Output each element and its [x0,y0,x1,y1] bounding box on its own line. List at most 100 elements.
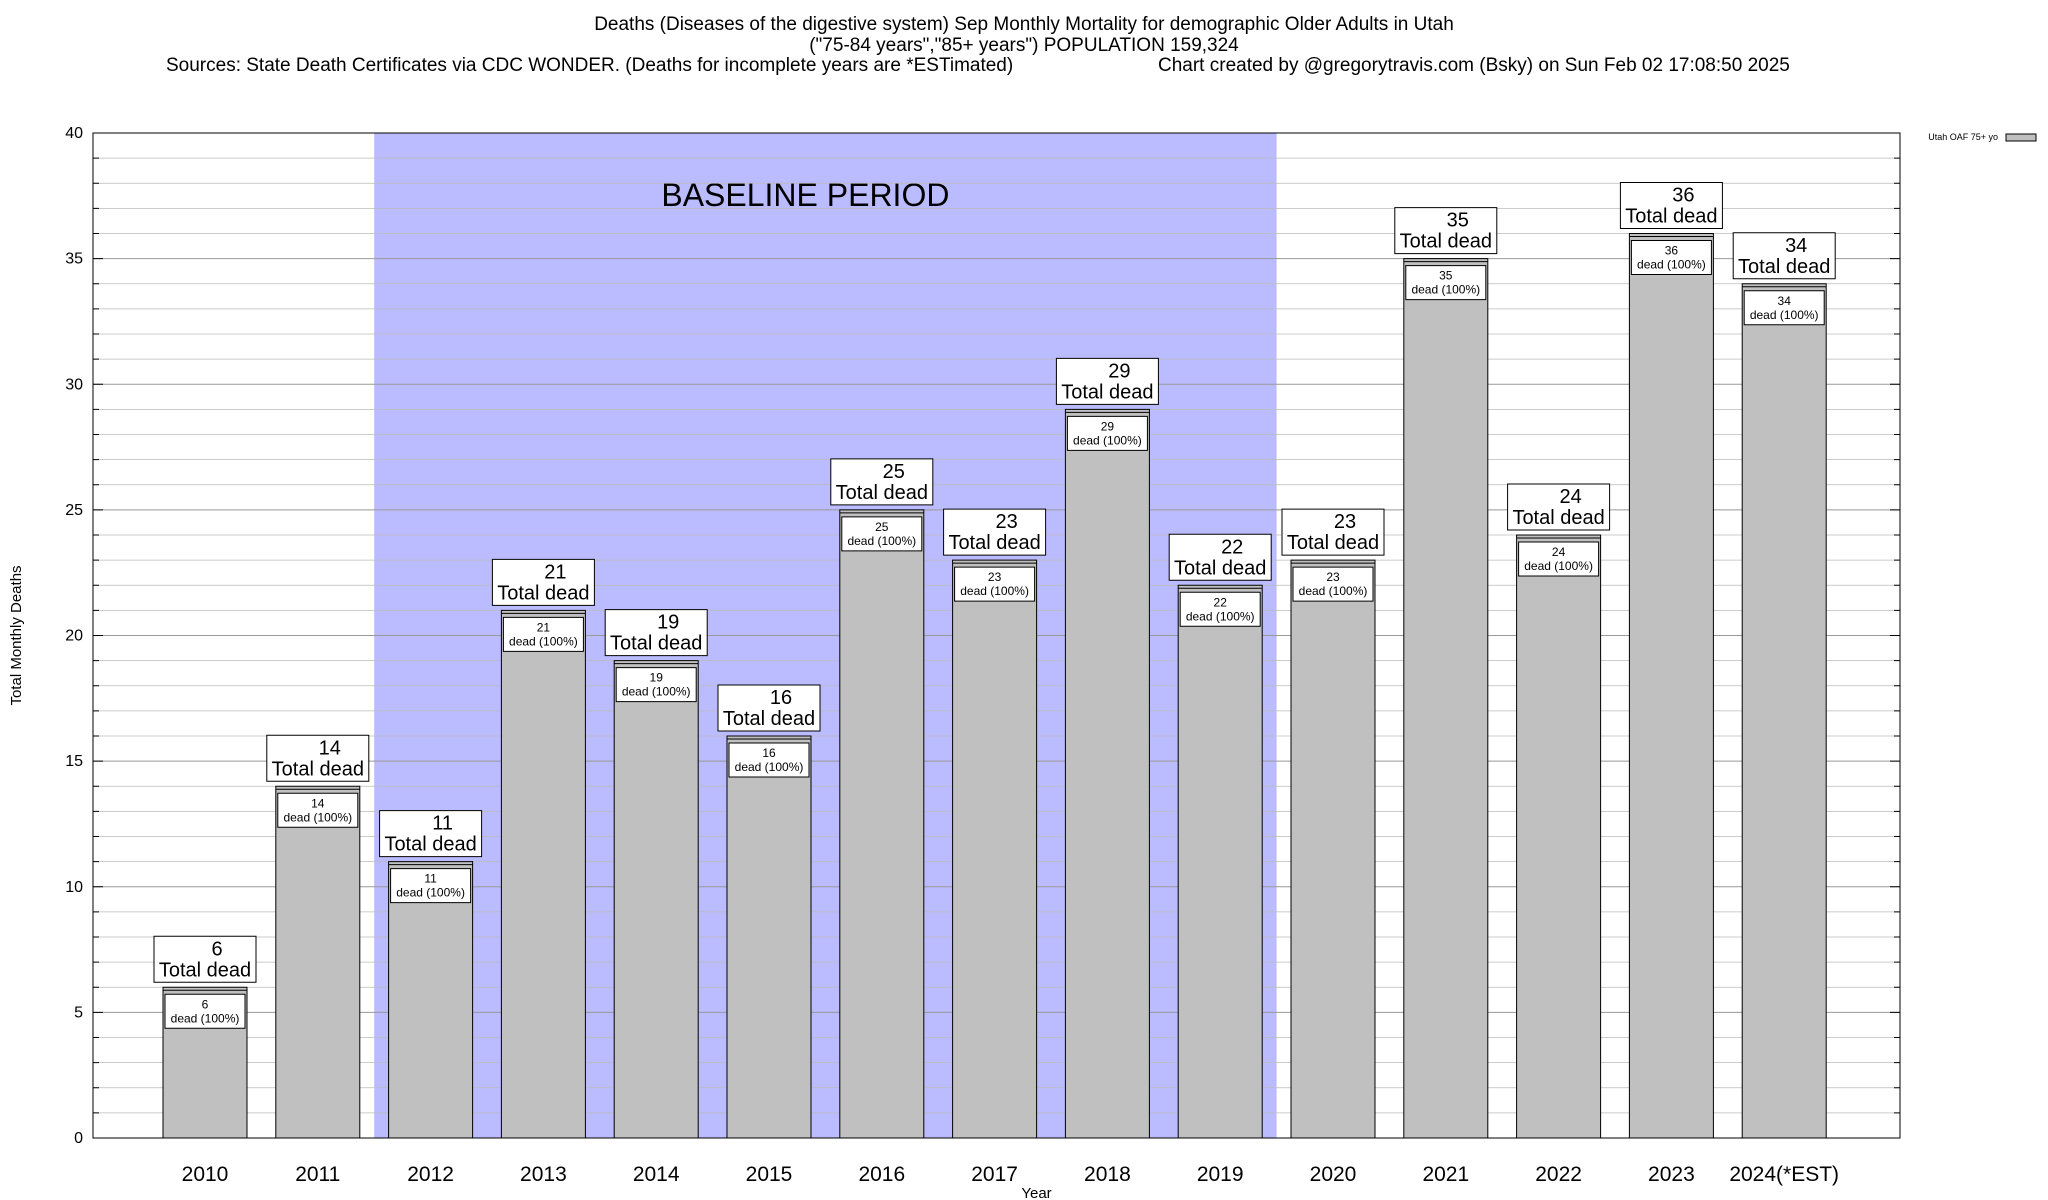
inner-value-label: 23 [1326,570,1340,584]
inner-value-label: 16 [762,746,776,760]
bar-2021 [1403,258,1489,1139]
x-tick-label: 2011 [295,1163,340,1186]
outer-total-label: Total dead [836,482,928,504]
legend: Utah OAF 75+ yo [1928,132,2037,142]
inner-value-label: 25 [875,520,889,534]
inner-label-box [164,993,246,1029]
inner-value-label: 6 [202,997,209,1011]
bar-2013 [500,609,586,1139]
inner-pct-label: dead (100%) [1073,433,1142,447]
bar-2014 [613,660,699,1139]
inner-pct-label: dead (100%) [735,760,804,774]
bar-2017 [952,559,1038,1139]
inner-value-label: 11 [424,872,437,886]
outer-value-label: 16 [770,687,792,709]
bar-2012 [388,861,474,1139]
inner-label-box [615,667,697,703]
chart-sources: Sources: State Death Certificates via CD… [166,55,1014,76]
bar-2015 [726,735,812,1139]
outer-label-box [943,508,1047,556]
outer-total-label: Total dead [1287,532,1379,554]
inner-pct-label: dead (100%) [960,584,1029,598]
y-tick-label: 15 [65,753,83,770]
outer-total-label: Total dead [1174,557,1266,579]
inner-value-label: 19 [650,671,664,685]
outer-total-label: Total dead [723,708,815,730]
inner-pct-label: dead (100%) [171,1011,240,1025]
outer-total-label: Total dead [1512,507,1604,529]
chart-subtitle: ("75-84 years","85+ years") POPULATION 1… [809,35,1239,56]
x-tick-label: 2014 [633,1163,680,1186]
outer-total-label: Total dead [948,532,1040,554]
y-tick-label: 10 [65,879,83,896]
inner-label-box [841,516,923,552]
inner-label-box [1066,415,1148,451]
outer-label-box [717,684,821,732]
outer-label-box [1055,357,1159,405]
chart-credit: Chart created by @gregorytravis.com (Bsk… [1158,55,1790,76]
outer-label-box [1281,508,1385,556]
outer-total-label: Total dead [272,758,364,780]
bars [162,233,1827,1139]
y-tick-label: 40 [65,125,83,142]
inner-pct-label: dead (100%) [1411,283,1480,297]
x-axis-label: Year [1021,1185,1051,1200]
x-tick-label: 2010 [182,1163,229,1186]
x-tick-label: 2012 [407,1163,454,1186]
legend-swatch [2005,133,2037,142]
y-tick-label: 20 [65,628,83,645]
outer-value-label: 24 [1559,486,1581,508]
bar-2020 [1290,559,1376,1139]
outer-total-label: Total dead [497,582,589,604]
bar-2019 [1177,584,1263,1139]
outer-total-label: Total dead [610,633,702,655]
inner-label-box [502,616,584,652]
x-tick-label: 2021 [1422,1163,1469,1186]
outer-value-label: 21 [544,561,566,583]
inner-pct-label: dead (100%) [847,534,916,548]
outer-value-label: 11 [432,813,453,835]
outer-value-label: 36 [1672,185,1694,207]
x-tick-label: 2019 [1197,1163,1244,1186]
axes: 0 5 10 15 20 25 30 35 40 Total Monthly Deaths Year… [8,125,1901,1200]
inner-value-label: 29 [1101,419,1115,433]
inner-label-box [277,792,359,828]
x-tick-label: 2013 [520,1163,567,1186]
outer-value-label: 23 [995,511,1017,533]
x-tick-label: 2018 [1084,1163,1131,1186]
x-tick-label: 2015 [746,1163,793,1186]
outer-label-box [1394,207,1498,255]
outer-value-label: 6 [211,938,222,960]
x-tick-label: 2023 [1648,1163,1695,1186]
outer-label-box [266,734,370,782]
outer-label-box [379,810,483,858]
outer-label-box [1507,483,1611,531]
outer-value-label: 29 [1108,360,1130,382]
bar-2016 [839,509,925,1139]
outer-label-box [830,458,934,506]
x-tick-label: 2020 [1310,1163,1357,1186]
inner-label-box [1179,591,1261,627]
outer-value-label: 34 [1785,235,1807,257]
outer-total-label: Total dead [1738,256,1830,278]
inner-value-label: 21 [537,620,551,634]
outer-value-label: 22 [1221,536,1243,558]
inner-pct-label: dead (100%) [1524,559,1593,573]
y-tick-label: 30 [65,376,83,393]
inner-value-label: 35 [1439,269,1453,283]
outer-value-label: 25 [883,461,905,483]
outer-value-label: 35 [1447,210,1469,232]
outer-total-label: Total dead [1625,206,1717,228]
outer-label-box [491,558,595,606]
x-tick-label: 2017 [971,1163,1018,1186]
outer-total-label: Total dead [1061,381,1153,403]
inner-pct-label: dead (100%) [1299,584,1368,598]
bar-2018 [1064,408,1150,1139]
y-tick-label: 5 [74,1004,83,1021]
inner-value-label: 22 [1214,595,1228,609]
inner-value-label: 36 [1665,244,1679,258]
outer-label-box [1732,232,1836,280]
bar-2011 [275,785,361,1139]
